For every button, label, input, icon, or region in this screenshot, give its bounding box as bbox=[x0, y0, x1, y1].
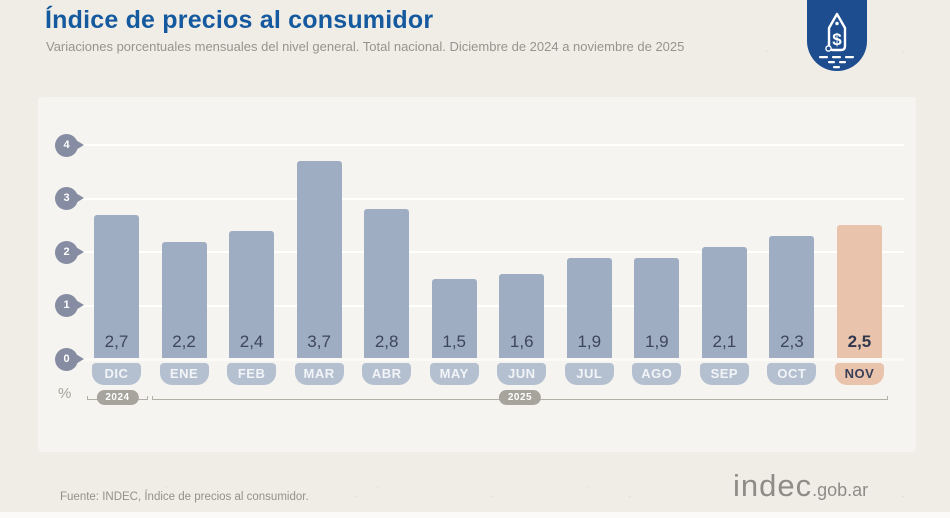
y-axis-unit-label: % bbox=[58, 385, 72, 402]
month-label-ene: ENE bbox=[159, 363, 209, 385]
bottom-edge-strip bbox=[0, 512, 950, 518]
gridline bbox=[78, 251, 904, 254]
bar-value-label-dic: 2,7 bbox=[104, 332, 129, 351]
y-axis-tick-label: 1 bbox=[63, 299, 70, 312]
indec-logo: indec .gob.ar bbox=[733, 468, 868, 504]
bar-ene bbox=[161, 242, 207, 359]
indec-badge: $ bbox=[807, 0, 867, 71]
month-label-oct: OCT bbox=[767, 363, 817, 385]
month-label-jun: JUN bbox=[497, 363, 547, 385]
indec-logo-suffix: .gob.ar bbox=[812, 480, 869, 500]
bar-mar bbox=[296, 161, 342, 359]
bar-nov bbox=[836, 225, 882, 359]
bar-feb bbox=[229, 231, 275, 359]
bar-value-label-feb: 2,4 bbox=[239, 332, 264, 351]
y-axis-tick-label: 3 bbox=[63, 192, 70, 205]
month-label-ago: AGO bbox=[632, 363, 682, 385]
y-axis-tick-0: 0 bbox=[55, 347, 84, 371]
y-axis-tick-label: 2 bbox=[63, 245, 70, 258]
bar-value-label-sep: 2,1 bbox=[712, 332, 737, 351]
source-note: Fuente: INDEC, Índice de precios al cons… bbox=[60, 491, 309, 503]
bar-value-label-oct: 2,3 bbox=[780, 332, 804, 351]
bar-value-label-jun: 1,6 bbox=[509, 332, 534, 351]
year-bracket-2025: 2025 bbox=[152, 390, 888, 405]
chart-panel: % 2024 2025 4 3 2 1 0 2,7 DIC 2,2 ENE 2,4 FEB 3,7 MA… bbox=[38, 97, 916, 452]
price-tag-icon: $ bbox=[819, 12, 854, 69]
year-label-2025: 2025 bbox=[498, 390, 542, 405]
month-label-jul: JUL bbox=[564, 363, 614, 385]
gridline bbox=[78, 197, 904, 200]
gridline bbox=[78, 144, 904, 147]
indec-logo-text: indec bbox=[733, 468, 813, 503]
bar-value-label-ago: 1,9 bbox=[644, 332, 669, 351]
bar-value-label-mar: 3,7 bbox=[307, 332, 331, 351]
page-title: Índice de precios al consumidor bbox=[45, 6, 434, 34]
bar-value-label-nov: 2,5 bbox=[847, 332, 872, 351]
bar-jun bbox=[499, 274, 545, 359]
month-label-sep: SEP bbox=[699, 363, 749, 385]
bar-value-label-abr: 2,8 bbox=[374, 332, 399, 351]
y-axis-tick-2: 2 bbox=[55, 240, 84, 264]
month-label-mar: MAR bbox=[294, 363, 344, 385]
y-axis-tick-3: 3 bbox=[55, 187, 84, 211]
bar-may bbox=[431, 279, 477, 359]
bar-abr bbox=[364, 209, 410, 359]
y-axis-tick-label: 4 bbox=[63, 138, 70, 151]
month-label-abr: ABR bbox=[362, 363, 412, 385]
svg-text:$: $ bbox=[832, 30, 842, 49]
year-bracket-2024: 2024 bbox=[87, 390, 148, 405]
month-label-may: MAY bbox=[429, 363, 479, 385]
bar-value-label-jul: 1,9 bbox=[577, 332, 602, 351]
year-label-2024: 2024 bbox=[96, 390, 139, 405]
month-label-dic: DIC bbox=[92, 363, 141, 385]
month-label-nov: NOV bbox=[834, 363, 884, 385]
y-axis-tick-4: 4 bbox=[55, 133, 84, 157]
gridline bbox=[78, 304, 904, 307]
month-label-feb: FEB bbox=[227, 363, 277, 385]
bar-sep bbox=[701, 247, 747, 359]
bar-jul bbox=[566, 258, 612, 359]
bar-value-label-ene: 2,2 bbox=[172, 332, 196, 351]
y-axis-tick-1: 1 bbox=[55, 294, 84, 318]
page-subtitle: Variaciones porcentuales mensuales del n… bbox=[46, 39, 685, 54]
y-axis-tick-label: 0 bbox=[63, 352, 70, 365]
x-axis-line bbox=[78, 358, 904, 361]
bar-dic bbox=[94, 215, 139, 359]
bar-ago bbox=[634, 258, 680, 359]
bar-value-label-may: 1,5 bbox=[442, 332, 466, 351]
bar-oct bbox=[769, 236, 815, 359]
